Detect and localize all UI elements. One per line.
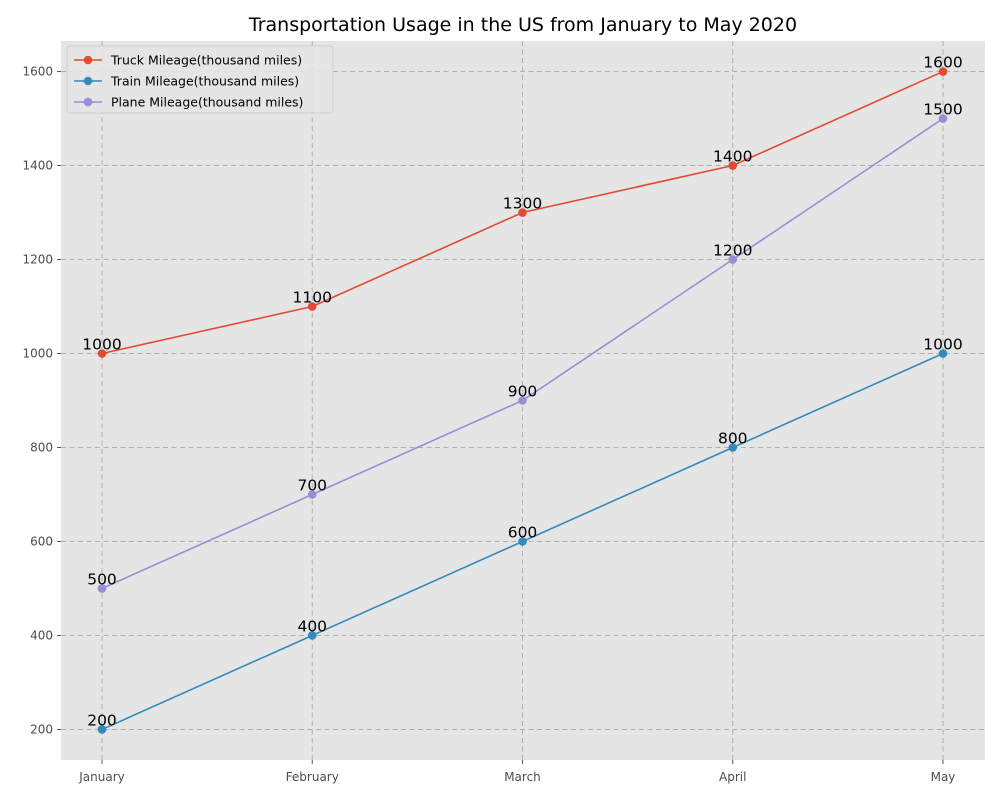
data-label: 1000: [923, 336, 962, 354]
data-label: 700: [297, 476, 327, 494]
series-layer: [97, 67, 948, 734]
data-label: 900: [508, 383, 538, 401]
data-label: 1100: [293, 289, 332, 307]
legend-label: Train Mileage(thousand miles): [110, 74, 299, 89]
data-label: 200: [87, 711, 117, 729]
legend-label: Truck Mileage(thousand miles): [110, 53, 302, 68]
data-label: 600: [508, 523, 538, 541]
legend: Truck Mileage(thousand miles) Train Milea…: [66, 45, 334, 114]
data-point: [97, 349, 107, 358]
legend-swatch-marker: [83, 76, 93, 86]
y-tick-label: 600: [30, 534, 53, 548]
legend-swatch-marker: [83, 97, 93, 107]
legend-box: [66, 45, 334, 114]
y-tick-label: 400: [30, 628, 53, 642]
data-point: [938, 349, 948, 358]
data-point: [97, 725, 107, 734]
data-label: 1600: [923, 54, 962, 72]
y-tick-label: 200: [30, 722, 53, 736]
data-point: [728, 161, 738, 170]
data-point: [518, 208, 527, 217]
data-label: 1400: [713, 148, 752, 166]
data-point: [518, 396, 527, 405]
data-label: 500: [87, 570, 117, 588]
data-point: [728, 255, 738, 264]
data-point: [938, 67, 948, 76]
data-label: 1500: [923, 101, 962, 119]
x-tick-label: March: [504, 770, 541, 784]
data-label: 800: [718, 429, 748, 447]
y-tick-label: 1000: [22, 347, 53, 361]
y-tick-label: 1600: [22, 65, 53, 79]
data-point: [97, 584, 107, 593]
x-tick-label: February: [286, 770, 339, 784]
chart-title: Transportation Usage in the US from Janu…: [248, 14, 797, 36]
data-label: 1300: [503, 195, 542, 213]
legend-swatch-marker: [83, 55, 93, 65]
legend-label: Plane Mileage(thousand miles): [111, 95, 303, 110]
data-point: [307, 490, 317, 499]
data-labels: 1000 1100 1300 1400 1600 200 400 600 800 1000 500 7…: [82, 54, 962, 730]
data-point: [728, 443, 738, 452]
x-tick-label: May: [931, 770, 956, 784]
x-tick-label: January: [78, 770, 125, 784]
y-tick-label: 800: [30, 440, 53, 454]
y-tick-label: 1200: [22, 253, 53, 267]
x-tick-label: April: [719, 770, 746, 784]
axis-ticks: January February March April May 200 400 600 800…: [22, 65, 955, 784]
data-label: 1000: [82, 336, 121, 354]
data-point: [307, 302, 317, 311]
data-label: 400: [297, 617, 327, 635]
y-tick-label: 1400: [22, 159, 53, 173]
data-point: [307, 631, 317, 640]
data-point: [938, 114, 948, 123]
data-label: 1200: [713, 242, 752, 260]
data-point: [518, 537, 527, 546]
